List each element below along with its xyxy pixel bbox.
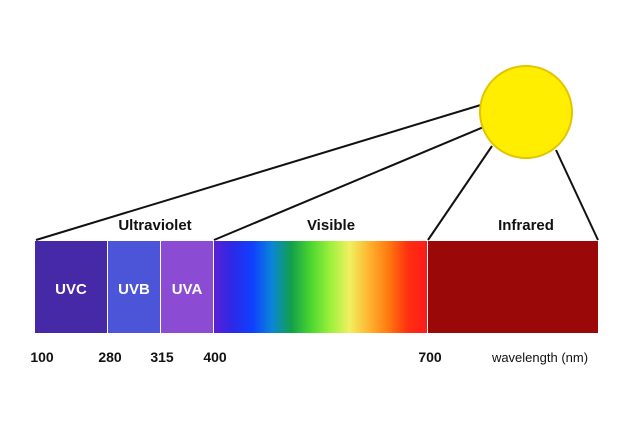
band-label-uvc: UVC: [55, 281, 87, 298]
wavelength-axis-label: wavelength (nm): [491, 350, 588, 365]
sun-ray-infrared-right: [555, 149, 599, 241]
tick-label-315: 315: [150, 349, 174, 365]
tick-label-400: 400: [203, 349, 227, 365]
band-infrared: [428, 241, 598, 333]
sun-ray-ultraviolet: [35, 103, 485, 241]
band-label-uva: UVA: [172, 281, 203, 298]
region-label-infrared: Infrared: [498, 217, 554, 234]
tick-label-700: 700: [418, 349, 442, 365]
region-label-ultraviolet: Ultraviolet: [118, 217, 191, 234]
tick-label-100: 100: [30, 349, 54, 365]
sun-ray-visible: [213, 125, 487, 241]
region-label-visible: Visible: [307, 217, 355, 234]
band-visible: [214, 241, 427, 333]
band-uvb: [108, 241, 160, 333]
sun-icon: [479, 65, 573, 159]
band-uva: [161, 241, 213, 333]
tick-label-280: 280: [98, 349, 122, 365]
sun-ray-infrared-left: [427, 145, 493, 241]
band-label-uvb: UVB: [118, 281, 150, 298]
band-uvc: [35, 241, 107, 333]
